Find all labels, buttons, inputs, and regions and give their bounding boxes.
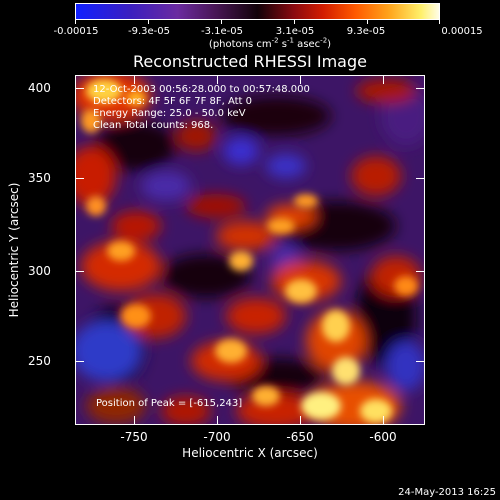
x-tick-label: -600	[369, 430, 397, 444]
image-plot: 12-Oct-2003 00:56:28.000 to 00:57:48.000…	[75, 75, 425, 425]
clean-counts-text: Clean Total counts: 968.	[93, 120, 214, 131]
energy-range-text: Energy Range: 25.0 - 50.0 keV	[93, 108, 246, 119]
colorbar-units: (photons cm-2 s-1 asec-2)	[208, 36, 332, 50]
colorbar-label: -9.3e-05	[128, 26, 170, 37]
y-axis-title: Heliocentric Y (arcsec)	[7, 182, 21, 318]
colorbar-tick	[367, 20, 368, 24]
x-tick-top	[217, 76, 218, 84]
y-tick-right	[416, 178, 424, 179]
x-tick-label: -700	[203, 430, 231, 444]
x-tick-top	[383, 76, 384, 84]
y-tick-label: 300	[28, 264, 51, 278]
colorbar-label: -0.00015	[53, 26, 99, 37]
time-range-text: 12-Oct-2003 00:56:28.000 to 00:57:48.000	[93, 84, 310, 95]
colorbar-tick	[221, 20, 222, 24]
y-tick-right	[416, 271, 424, 272]
colorbar-label: 9.3e-05	[346, 26, 386, 37]
x-tick	[217, 416, 218, 424]
colorbar-tick	[148, 20, 149, 24]
y-tick	[76, 271, 84, 272]
y-tick-label: 350	[28, 171, 51, 185]
y-tick	[76, 361, 84, 362]
y-tick-label: 400	[28, 81, 51, 95]
date-stamp: 24-May-2013 16:25	[398, 487, 496, 498]
x-tick-label: -750	[120, 430, 148, 444]
x-tick-label: -650	[286, 430, 314, 444]
peak-position-text: Position of Peak = [-615,243]	[96, 398, 243, 409]
colorbar-label: 0.00015	[441, 26, 483, 37]
x-axis-title: Heliocentric X (arcsec)	[182, 446, 318, 460]
y-tick-right	[416, 361, 424, 362]
x-tick	[134, 416, 135, 424]
colorbar-tick	[75, 20, 76, 24]
y-tick-label: 250	[28, 354, 51, 368]
reconstructed-image	[76, 76, 424, 424]
colorbar-label: -3.1e-05	[201, 26, 243, 37]
colorbar-label: 3.1e-05	[275, 26, 315, 37]
x-tick	[383, 416, 384, 424]
colorbar-tick	[294, 20, 295, 24]
y-tick-right	[416, 88, 424, 89]
colorbar-tick	[439, 20, 440, 24]
y-tick	[76, 178, 84, 179]
colorbar	[75, 3, 440, 20]
x-tick-top	[134, 76, 135, 84]
x-tick	[300, 416, 301, 424]
detectors-text: Detectors: 4F 5F 6F 7F 8F, Att 0	[93, 96, 253, 107]
plot-title: Reconstructed RHESSI Image	[133, 52, 367, 71]
y-tick	[76, 88, 84, 89]
x-tick-top	[300, 76, 301, 84]
